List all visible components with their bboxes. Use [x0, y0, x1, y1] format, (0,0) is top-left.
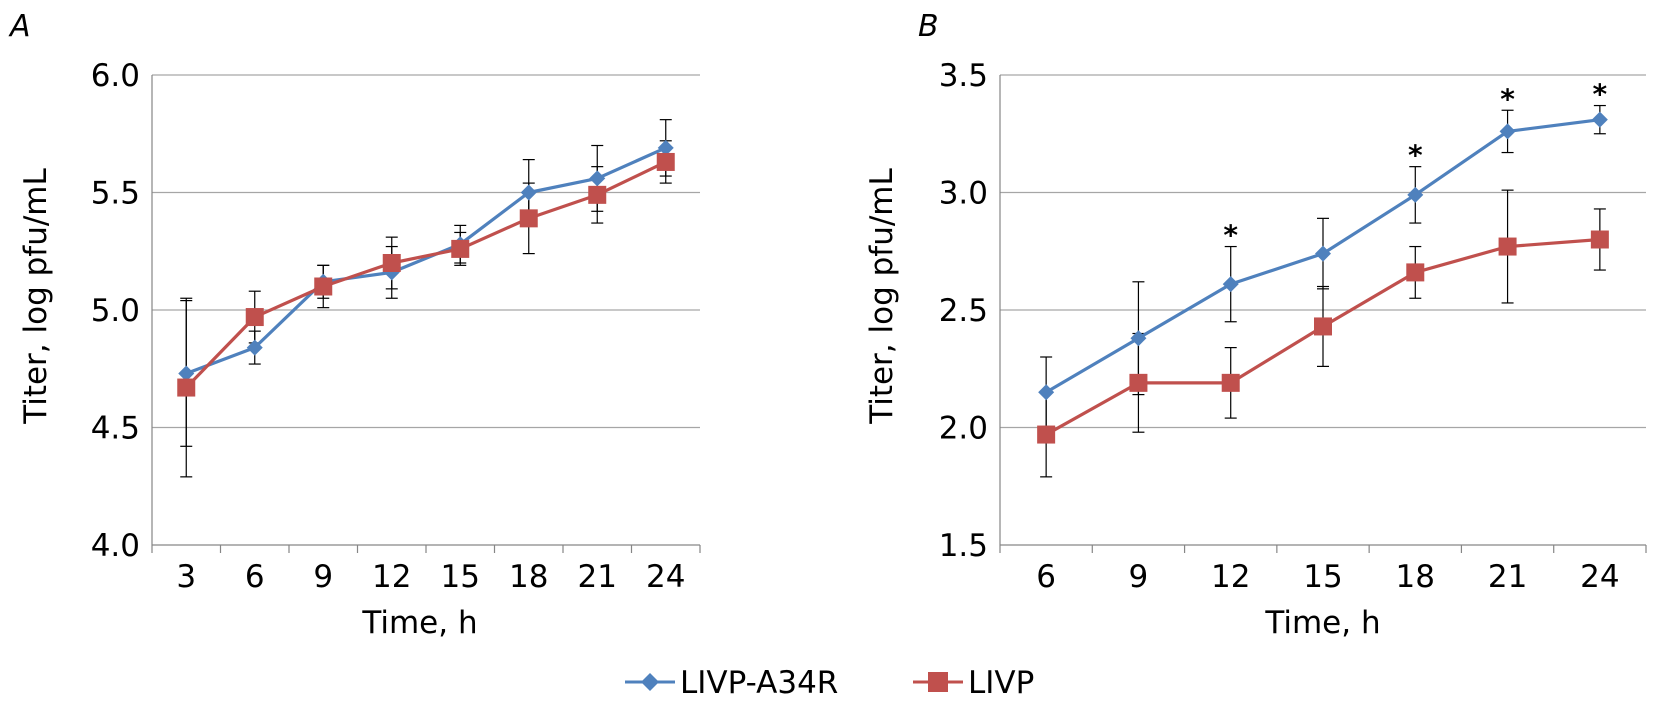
data-point-square: [519, 209, 538, 228]
data-point-square: [1129, 373, 1148, 392]
data-point-diamond: [589, 170, 606, 187]
data-point-diamond: [520, 184, 537, 201]
significance-marker: *: [1500, 82, 1515, 115]
data-point-diamond: [1591, 111, 1608, 128]
legend-label-livp-a34r: LIVP-A34R: [680, 665, 838, 701]
panel-label-b: B: [918, 9, 939, 44]
series-line-livp: [185, 160, 667, 389]
y-tick-label: 2.5: [939, 293, 988, 329]
data-point-square: [245, 308, 264, 327]
data-point-square: [1221, 373, 1240, 392]
legend-square-marker: [928, 672, 948, 692]
data-point-square: [177, 378, 196, 397]
data-point-square: [1037, 425, 1056, 444]
legend: LIVP-A34R LIVP: [625, 665, 1034, 701]
x-tick-label: 24: [646, 559, 685, 595]
y-tick-label: 3.0: [939, 176, 988, 212]
y-tick-label: 2.0: [939, 411, 988, 447]
x-tick-label: 9: [1129, 559, 1149, 595]
y-tick-label: 4.0: [91, 528, 140, 564]
x-tick-label: 6: [245, 559, 265, 595]
data-point-diamond: [1222, 276, 1239, 293]
data-point-square: [656, 152, 675, 171]
data-point-diamond: [246, 339, 263, 356]
x-tick-label: 18: [1396, 559, 1435, 595]
y-tick-label: 3.5: [939, 58, 988, 94]
x-tick-label: 21: [578, 559, 617, 595]
data-point-diamond: [1499, 123, 1516, 140]
panel-label-a: A: [8, 9, 31, 44]
significance-marker: *: [1408, 139, 1423, 172]
y-tick-label: 5.5: [91, 176, 140, 212]
x-axis-title-a: Time, h: [361, 605, 477, 641]
significance-marker: *: [1223, 219, 1238, 252]
data-point-square: [1314, 317, 1332, 336]
x-tick-label: 24: [1580, 559, 1619, 595]
x-tick-label: 12: [1211, 559, 1250, 595]
y-axis-title-b: Titer, log pfu/mL: [864, 168, 900, 425]
y-tick-label: 6.0: [91, 58, 140, 94]
y-tick-label: 1.5: [939, 528, 988, 564]
y-tick-label: 4.5: [91, 411, 140, 447]
x-tick-label: 18: [509, 559, 548, 595]
x-axis-title-b: Time, h: [1264, 605, 1380, 641]
legend-diamond-marker: [641, 673, 659, 691]
data-point-diamond: [1130, 330, 1147, 347]
plot-area-a: 4.0 4.5 5.0 5.5 6.0 3 6 9 12 15 18 21 24: [91, 58, 701, 595]
data-point-diamond: [1407, 186, 1424, 203]
data-point-diamond: [178, 365, 195, 382]
x-tick-label: 15: [441, 559, 480, 595]
x-tick-label: 3: [176, 559, 196, 595]
x-tick-label: 6: [1036, 559, 1056, 595]
data-point-square: [382, 254, 401, 272]
data-point-square: [1590, 230, 1609, 249]
data-point-square: [1498, 237, 1517, 256]
x-tick-label: 15: [1303, 559, 1342, 595]
data-point-square: [1406, 263, 1425, 282]
x-tick-label: 12: [372, 559, 411, 595]
data-point-diamond: [1315, 245, 1331, 262]
legend-label-livp: LIVP: [968, 665, 1034, 701]
y-axis-title-a: Titer, log pfu/mL: [18, 168, 54, 425]
x-tick-label: 9: [313, 559, 333, 595]
y-tick-label: 5.0: [91, 293, 140, 329]
series-line-livp-a34r: [185, 146, 667, 375]
data-point-square: [314, 277, 333, 296]
plot-area-b: 1.5 2.0 2.5 3.0 3.5 6 9 12 15 18 21 24 * * * *: [939, 58, 1647, 595]
x-tick-label: 21: [1488, 559, 1527, 595]
significance-marker: *: [1593, 78, 1608, 111]
data-point-square: [588, 185, 607, 204]
data-point-diamond: [1038, 384, 1055, 401]
data-point-square: [451, 239, 470, 258]
data-point-diamond: [657, 139, 674, 156]
